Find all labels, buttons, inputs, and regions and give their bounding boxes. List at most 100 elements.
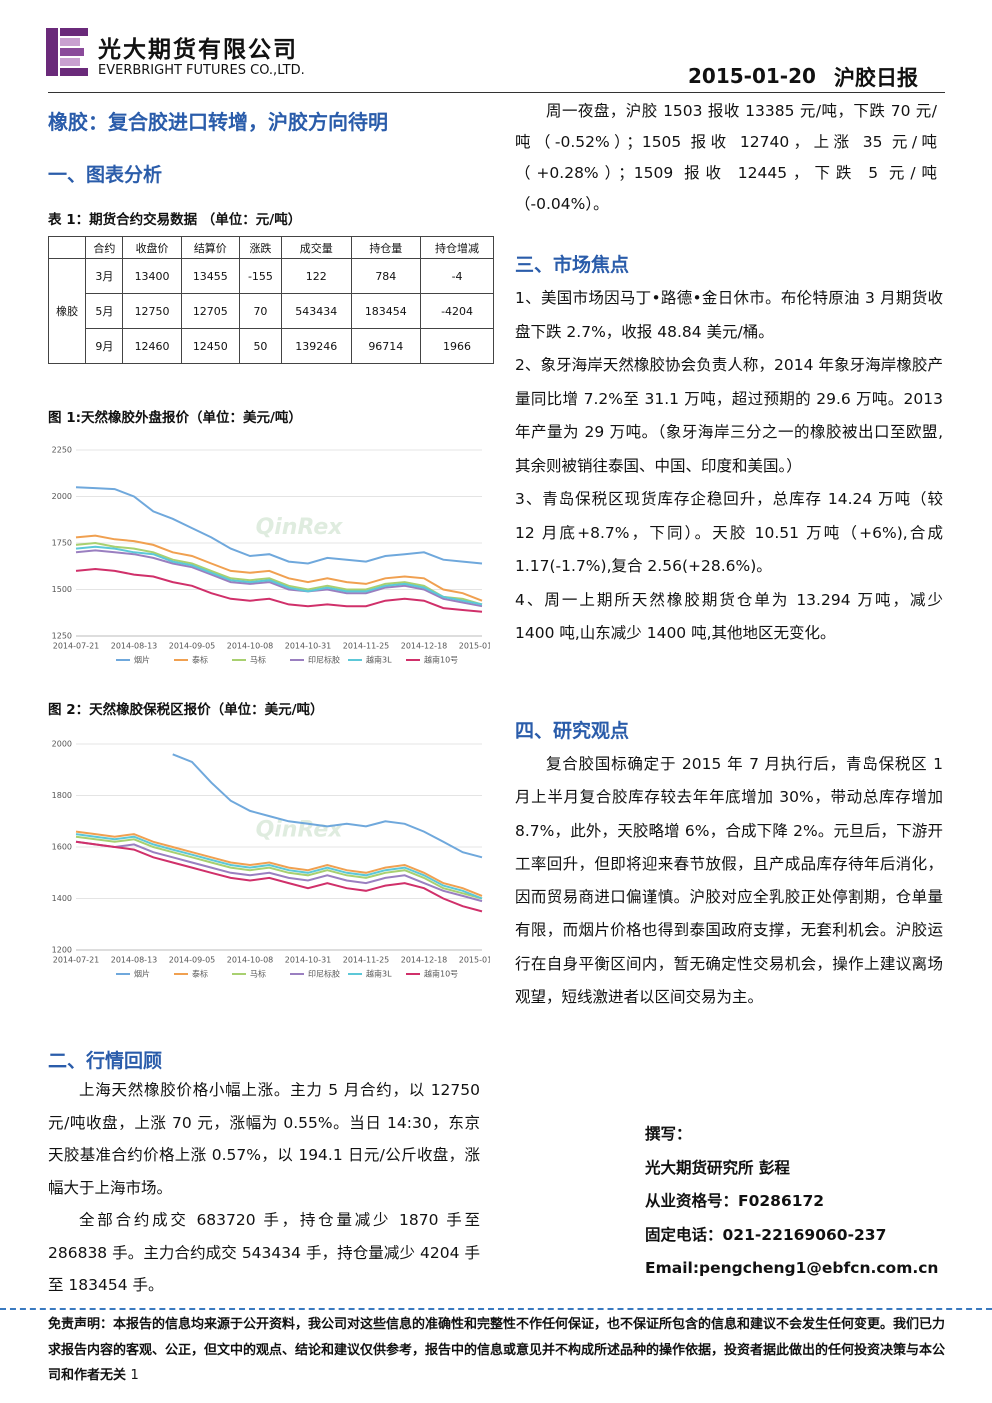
x-tick-label: 2014-12-18 xyxy=(401,642,448,651)
cell: 12750 xyxy=(122,293,182,329)
cell: 3月 xyxy=(85,258,124,294)
series-line xyxy=(75,567,483,613)
item: 1、美国市场因马丁•路德•金日休市。布伦特原油 3 月期货收盘下跌 2.7%，收… xyxy=(515,289,943,341)
rule xyxy=(48,92,945,93)
series-line xyxy=(75,840,483,913)
legend-label: 印尼标胶 xyxy=(308,969,340,979)
heading: 一、图表分析 xyxy=(48,164,163,186)
x-tick-label: 2014-11-25 xyxy=(343,642,390,651)
y-tick-label: 1250 xyxy=(52,632,72,641)
legend-label: 越南10号 xyxy=(424,655,458,665)
x-tick-label: 2014-10-31 xyxy=(285,956,332,965)
cell: 543434 xyxy=(280,293,352,329)
legend-label: 马标 xyxy=(250,969,266,979)
cell: 12460 xyxy=(122,328,182,364)
cell: 96714 xyxy=(350,328,422,364)
y-tick-label: 1400 xyxy=(52,894,72,903)
x-tick-label: 2014-08-13 xyxy=(111,956,158,965)
series-line xyxy=(75,549,483,608)
author: 撰写： 光大期货研究所 彭程 从业资格号：F0286172 固定电话：021-2… xyxy=(645,1118,938,1286)
logo xyxy=(46,28,88,76)
header-cell: 持仓量 xyxy=(350,236,422,259)
header-row: 合约 收盘价 结算价 涨跌 成交量 持仓量 持仓增减 xyxy=(47,236,494,259)
table-caption: 表 1：期货合约交易数据 （单位：元/吨） xyxy=(48,212,302,228)
cell: 9月 xyxy=(85,328,124,364)
x-tick-label: 2014-12-18 xyxy=(401,956,448,965)
disclaimer-text: 免责声明：本报告的信息均来源于公开资料，我公司对这些信息的准确性和完整性不作任何… xyxy=(48,1317,946,1383)
x-tick-label: 2015-01-14 xyxy=(459,642,490,651)
cell: -4204 xyxy=(420,293,494,329)
x-tick-label: 2014-10-31 xyxy=(285,642,332,651)
legend-label: 泰标 xyxy=(192,969,208,979)
cell: 12450 xyxy=(180,328,240,364)
paragraph: 全部合约成交 683720 手，持仓量减少 1870 手至 286838 手。主… xyxy=(48,1211,480,1294)
table: 合约 收盘价 结算价 涨跌 成交量 持仓量 持仓增减 橡胶 3月 13400 13455 -155 12… xyxy=(47,236,494,364)
row: 5月 12750 12705 70 543434 183454 -4204 xyxy=(49,293,494,329)
disclaimer: 免责声明：本报告的信息均来源于公开资料，我公司对这些信息的准确性和完整性不作任何… xyxy=(48,1312,945,1389)
author-line: 光大期货研究所 彭程 xyxy=(645,1158,790,1177)
y-tick-label: 1600 xyxy=(52,843,72,852)
focus: 1、美国市场因马丁•路德•金日休市。布伦特原油 3 月期货收盘下跌 2.7%，收… xyxy=(515,282,943,651)
cell: 13455 xyxy=(180,258,240,294)
legend-label: 泰标 xyxy=(192,655,208,665)
x-tick-label: 2014-10-08 xyxy=(227,956,274,965)
cell: 5月 xyxy=(85,293,124,329)
report-name: 沪胶日报 xyxy=(834,66,918,90)
title: 橡胶：复合胶进口转增，沪胶方向待明 xyxy=(48,110,388,134)
x-tick-label: 2014-10-08 xyxy=(227,642,274,651)
cell: 183454 xyxy=(350,293,422,329)
header-cell: 收盘价 xyxy=(122,236,182,259)
row: 9月 12460 12450 50 139246 96714 1966 xyxy=(49,328,494,364)
date: 2015-01-20 xyxy=(688,64,816,88)
cell: 50 xyxy=(238,328,282,364)
page-number: 1 xyxy=(130,1368,139,1383)
header-cell: 涨跌 xyxy=(238,236,282,259)
legend-label: 烟片 xyxy=(134,655,150,665)
cell: 13400 xyxy=(122,258,182,294)
author-line: 固定电话：021-22169060-237 xyxy=(645,1225,887,1244)
cell: 784 xyxy=(350,258,422,294)
heading: 四、研究观点 xyxy=(515,720,630,742)
series-line xyxy=(75,830,483,897)
x-tick-label: 2014-08-13 xyxy=(111,642,158,651)
item: 4、周一上期所天然橡胶期货仓单为 13.294 万吨，减少 1400 吨,山东减… xyxy=(515,590,943,643)
author-line: 从业资格号：F0286172 xyxy=(645,1192,825,1210)
cell: 122 xyxy=(280,258,352,294)
group-cell: 橡胶 xyxy=(47,258,87,364)
cell: 1966 xyxy=(420,328,494,364)
series-line xyxy=(75,541,483,606)
y-tick-label: 1800 xyxy=(52,791,72,800)
legend-label: 越南10号 xyxy=(424,969,458,979)
watermark: QinRex xyxy=(256,818,344,843)
legend-label: 越南3L xyxy=(366,969,392,979)
legend-label: 越南3L xyxy=(366,655,392,665)
paragraph: 上海天然橡胶价格小幅上涨。主力 5 月合约，以 12750 元/吨收盘，上涨 7… xyxy=(48,1081,480,1197)
company-en: EVERBRIGHT FUTURES CO.,LTD. xyxy=(98,63,305,78)
x-tick-label: 2014-11-25 xyxy=(343,956,390,965)
paragraph: 复合胶国标确定于 2015 年 7 月执行后，青岛保税区 1 月上半月复合胶库存… xyxy=(515,755,943,1007)
x-tick-label: 2015-01-14 xyxy=(459,956,490,965)
series-line xyxy=(75,534,483,602)
cell: 139246 xyxy=(280,328,352,364)
header-cell: 成交量 xyxy=(280,236,352,259)
heading: 二、行情回顾 xyxy=(48,1050,163,1072)
cell: 70 xyxy=(238,293,282,329)
author-line: Email:pengcheng1@ebfcn.com.cn xyxy=(645,1259,939,1277)
item: 2、象牙海岸天然橡胶协会负责人称，2014 年象牙海岸橡胶产量同比增 7.2%至… xyxy=(515,356,943,475)
author-line: 撰写： xyxy=(645,1125,692,1143)
y-tick-label: 2250 xyxy=(52,446,72,455)
x-tick-label: 2014-09-05 xyxy=(169,956,216,965)
series-line xyxy=(75,840,483,903)
header-cell: 结算价 xyxy=(180,236,240,259)
legend-label: 马标 xyxy=(250,655,266,665)
cell: -4 xyxy=(420,258,494,294)
cell: -155 xyxy=(238,258,282,294)
figure-title: 图 1:天然橡胶外盘报价（单位：美元/吨） xyxy=(48,410,302,426)
series-line xyxy=(172,753,483,859)
cell: 12705 xyxy=(180,293,240,329)
footer-rule xyxy=(0,1308,992,1310)
row: 橡胶 3月 13400 13455 -155 122 784 -4 xyxy=(47,258,494,364)
legend-label: 烟片 xyxy=(134,969,150,979)
series-line xyxy=(75,833,483,900)
